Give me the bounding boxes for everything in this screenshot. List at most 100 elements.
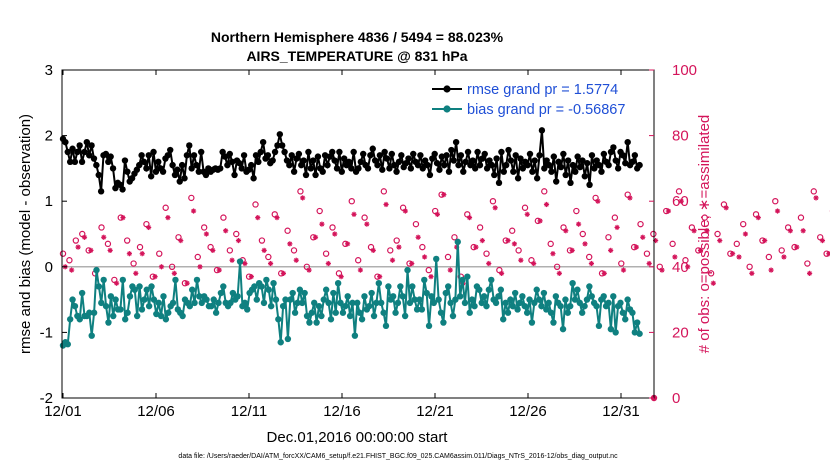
bias-point — [495, 293, 502, 300]
rmse-point — [336, 148, 343, 156]
rmse-point — [178, 161, 186, 169]
bias-point — [86, 309, 93, 316]
bias-point — [208, 302, 215, 310]
rmse-point — [193, 161, 200, 169]
asterisk-stroke — [743, 231, 748, 237]
asterisk-stroke — [313, 235, 318, 240]
rmse-point — [505, 146, 512, 154]
asterisk-stroke — [351, 212, 357, 217]
rmse-point — [433, 159, 441, 167]
bias-point — [318, 312, 325, 320]
obs-assimilated-point — [678, 198, 684, 204]
asterisk-stroke — [88, 248, 94, 253]
rmse-point — [610, 144, 617, 151]
obs-possible-point — [650, 230, 657, 238]
obs-assimilated-point — [306, 267, 312, 273]
asterisk-stroke — [448, 267, 453, 273]
asterisk-stroke — [300, 195, 305, 201]
bias-point — [547, 309, 555, 316]
rmse-point — [355, 165, 362, 172]
rmse-point — [269, 157, 276, 164]
obs-possible-point — [528, 257, 535, 264]
y-right-tick-label: 20 — [672, 324, 689, 341]
x-tick-label: 12/26 — [509, 403, 547, 420]
asterisk-stroke — [807, 271, 812, 276]
obs-possible-point — [130, 260, 137, 267]
rmse-point — [364, 165, 372, 172]
bias-point — [95, 283, 103, 290]
rmse-point — [379, 166, 386, 173]
bias-point — [583, 296, 591, 303]
bias-point — [461, 299, 469, 307]
bias-point — [480, 293, 488, 300]
rmse-point — [548, 168, 555, 175]
bias-point — [452, 296, 459, 303]
bias-point — [543, 306, 550, 313]
rmse-point — [290, 168, 298, 175]
bias-point — [234, 293, 241, 300]
obs-assimilated-point — [364, 221, 370, 227]
obs-assimilated-point — [421, 254, 428, 260]
legend-bias-marker — [443, 105, 451, 113]
rmse-point — [102, 150, 110, 158]
rmse-point — [138, 152, 145, 159]
obs-assimilated-point — [434, 211, 441, 217]
asterisk-stroke — [371, 248, 376, 253]
obs-assimilated-point — [338, 274, 344, 280]
bias-point — [186, 302, 194, 310]
asterisk-stroke — [756, 215, 761, 220]
obs-possible-point — [233, 230, 240, 238]
bias-point — [557, 302, 564, 310]
rmse-point — [533, 175, 541, 182]
x-axis-label: Dec.01,2016 00:00:00 start — [267, 429, 449, 446]
rmse-point — [62, 138, 69, 146]
rmse-point — [393, 168, 400, 175]
obs-possible-point — [464, 211, 471, 218]
bias-point — [559, 325, 567, 333]
rmse-point — [390, 161, 398, 169]
obs-possible-point — [784, 224, 792, 231]
obs-assimilated-point — [165, 215, 171, 221]
rmse-point — [164, 152, 172, 159]
bias-point — [64, 341, 71, 348]
bias-point — [117, 306, 124, 313]
asterisk-stroke — [364, 221, 370, 227]
obs-possible-point — [156, 250, 163, 257]
bias-point — [212, 309, 220, 316]
rmse-point — [498, 148, 505, 156]
obs-assimilated-point — [300, 195, 306, 201]
obs-assimilated-point — [280, 270, 287, 276]
bias-point — [456, 293, 464, 300]
rmse-point — [612, 157, 619, 164]
bias-point — [373, 299, 380, 307]
obs-possible-point — [592, 194, 599, 202]
rmse-point — [202, 171, 210, 179]
obs-assimilated-point — [370, 247, 376, 253]
bias-point — [193, 276, 201, 284]
rmse-point — [588, 152, 596, 159]
obs-assimilated-point — [704, 228, 710, 234]
bias-point — [358, 316, 366, 323]
obs-assimilated-point — [203, 231, 210, 237]
x-axis-ticks: 12/01 12/06 12/11 12/16 12/21 12/26 12/31 — [44, 70, 640, 420]
rmse-point — [441, 161, 448, 169]
obs-assimilated-point — [659, 267, 665, 273]
asterisk-stroke — [358, 267, 363, 273]
obs-possible-point — [444, 253, 452, 261]
bias-point — [344, 293, 351, 300]
bias-point — [346, 312, 354, 320]
rmse-point — [167, 146, 174, 154]
bias-point — [217, 289, 225, 297]
rmse-point — [536, 152, 543, 159]
bias-point — [404, 266, 411, 274]
rmse-point — [257, 148, 264, 156]
obs-possible-point — [188, 194, 195, 202]
asterisk-stroke — [69, 267, 74, 273]
bias-point — [141, 296, 148, 303]
obs-possible-point — [701, 214, 708, 221]
rmse-point — [426, 171, 434, 179]
rmse-point — [476, 161, 484, 169]
rmse-point — [300, 157, 307, 164]
rmse-point — [591, 165, 598, 172]
rmse-point — [186, 142, 193, 149]
